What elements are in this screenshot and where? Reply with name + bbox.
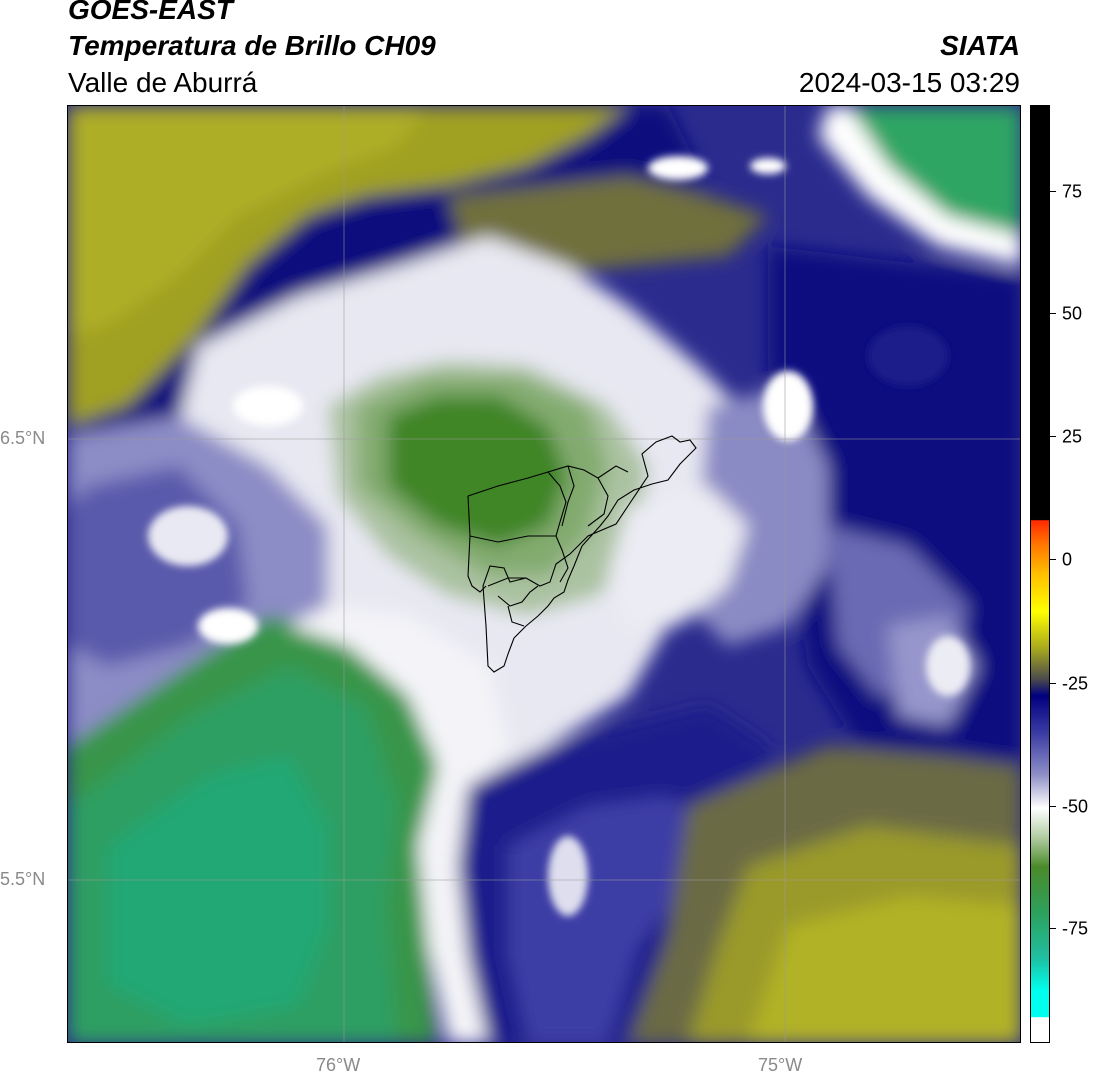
colorbar-tick-0 bbox=[1050, 559, 1056, 560]
colorbar-label-0: 0 bbox=[1062, 549, 1073, 570]
colorbar-tick-minus-50 bbox=[1050, 806, 1056, 807]
satellite-title: GOES-EAST bbox=[68, 0, 233, 25]
colorbar-tick-minus-75 bbox=[1050, 928, 1056, 929]
agency-label: SIATA bbox=[940, 30, 1020, 61]
colorbar-tick-75 bbox=[1050, 191, 1056, 192]
colorbar-label-minus-50: -50 bbox=[1062, 796, 1089, 817]
colorbar-label-25: 25 bbox=[1062, 426, 1083, 447]
lon-label-76w: 76°W bbox=[316, 1055, 361, 1075]
temperature-colorbar bbox=[1030, 105, 1050, 1043]
valley-boundaries bbox=[467, 435, 697, 673]
colorbar-tick-50 bbox=[1050, 313, 1056, 314]
lat-label-6-5: 6.5°N bbox=[0, 428, 46, 448]
map-field bbox=[68, 106, 1020, 1042]
product-title: Temperatura de Brillo CH09 bbox=[68, 30, 436, 61]
temperature-field bbox=[68, 106, 1020, 1042]
colorbar-tick-25 bbox=[1050, 436, 1056, 437]
graticule bbox=[68, 106, 1020, 1042]
lat-label-5-5: 5.5°N bbox=[0, 869, 46, 889]
lon-label-75w: 75°W bbox=[758, 1055, 803, 1075]
region-label: Valle de Aburrá bbox=[68, 67, 258, 98]
colorbar-label-75: 75 bbox=[1062, 181, 1083, 202]
colorbar-tick-minus-25 bbox=[1050, 683, 1056, 684]
colorbar-label-minus-25: -25 bbox=[1062, 673, 1089, 694]
colorbar-label-50: 50 bbox=[1062, 303, 1083, 324]
brightness-temperature-map bbox=[67, 105, 1021, 1043]
datetime-label: 2024-03-15 03:29 bbox=[798, 67, 1020, 98]
colorbar-label-minus-75: -75 bbox=[1062, 918, 1089, 939]
detail-texture bbox=[148, 156, 970, 916]
